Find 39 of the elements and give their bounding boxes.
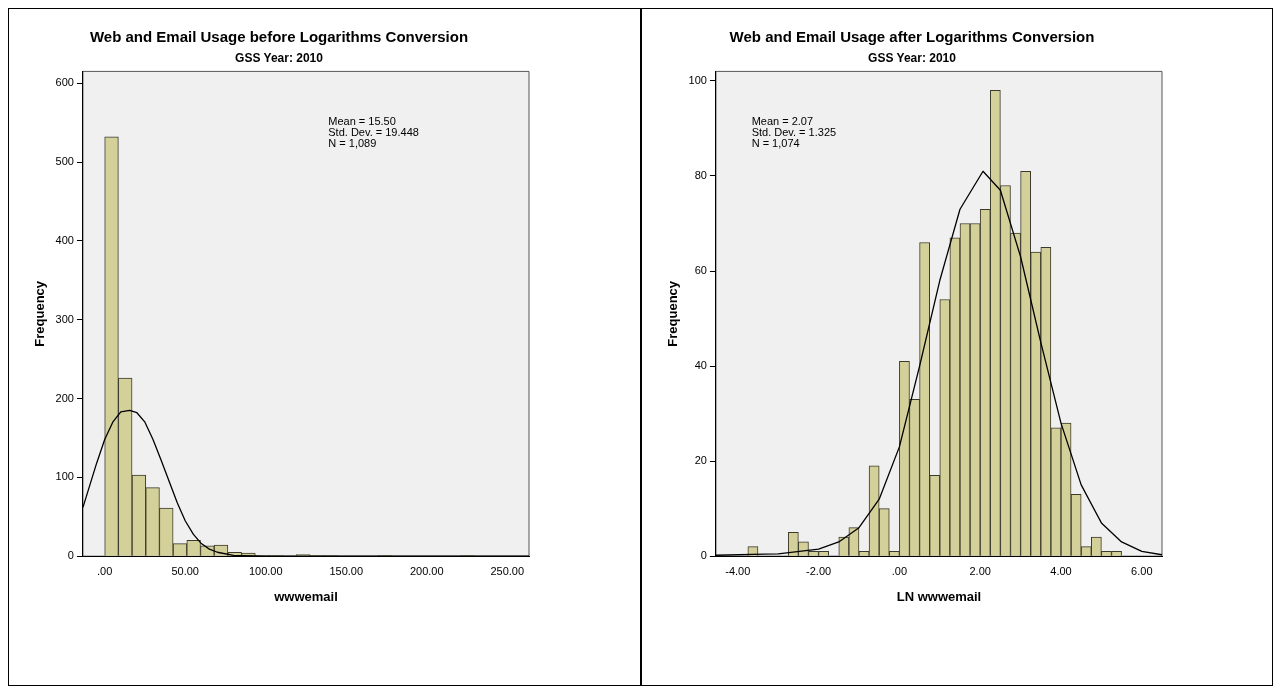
x-axis-title: LN wwwemail — [896, 588, 981, 604]
x-tick-label: 6.00 — [1130, 564, 1153, 577]
y-axis-title: Frequency — [664, 280, 680, 347]
y-tick-label: 300 — [55, 312, 74, 325]
chart-title: Web and Email Usage after Logarithms Conversion — [729, 28, 1094, 46]
y-tick-label: 0 — [67, 549, 74, 562]
x-tick-label: 150.00 — [329, 564, 364, 577]
chart-subtitle: GSS Year: 2010 — [867, 50, 956, 65]
x-tick-label: .00 — [891, 564, 907, 577]
y-tick-label: 60 — [694, 264, 707, 277]
x-tick-label: 250.00 — [490, 564, 525, 577]
y-tick-label: 100 — [688, 73, 707, 86]
chart-title: Web and Email Usage before Logarithms Conversion — [89, 28, 469, 46]
y-tick-label: 0 — [700, 549, 707, 562]
annotation: Std. Dev. = 19.448 — [328, 125, 419, 138]
y-tick-label: 400 — [55, 233, 74, 246]
annotation: Mean = 15.50 — [328, 114, 396, 127]
x-tick-label: 50.00 — [171, 564, 199, 577]
y-tick-label: 40 — [694, 359, 707, 372]
y-tick-label: 600 — [55, 76, 74, 89]
x-axis-title: wwwemail — [273, 588, 338, 604]
annotation: Std. Dev. = 1.325 — [751, 125, 836, 138]
x-tick-label: 2.00 — [968, 564, 991, 577]
y-tick-label: 500 — [55, 155, 74, 168]
annotation: Mean = 2.07 — [751, 114, 813, 127]
x-tick-label: 200.00 — [409, 564, 444, 577]
x-tick-label: 100.00 — [248, 564, 283, 577]
y-tick-label: 200 — [55, 391, 74, 404]
x-tick-label: 4.00 — [1049, 564, 1072, 577]
y-tick-label: 20 — [694, 454, 707, 467]
annotation: N = 1,074 — [751, 136, 800, 149]
y-tick-label: 80 — [694, 169, 707, 181]
chart-subtitle: GSS Year: 2010 — [235, 50, 324, 65]
x-tick-label: -2.00 — [805, 564, 831, 577]
x-tick-label: -4.00 — [724, 564, 750, 577]
x-tick-label: .00 — [97, 564, 113, 577]
y-tick-label: 100 — [55, 470, 74, 483]
y-axis-title: Frequency — [32, 280, 48, 347]
annotation: N = 1,089 — [328, 136, 377, 149]
